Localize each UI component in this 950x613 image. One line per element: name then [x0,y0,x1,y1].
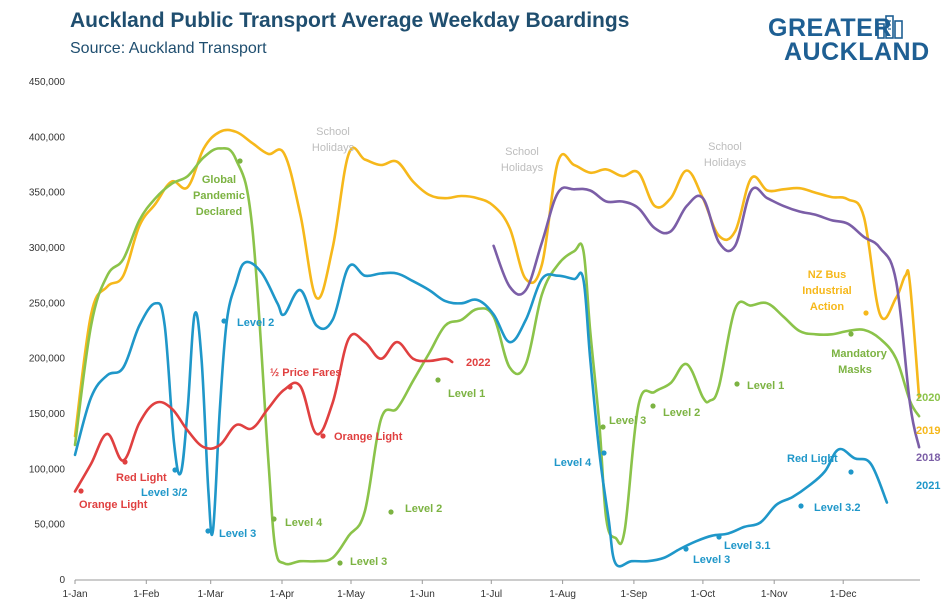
annotation-label: Holidays [312,142,355,154]
annotation-label: ½ Price Fares [270,367,342,379]
logo-line1: GREATER [768,14,892,42]
event-marker [78,488,84,494]
y-tick-label: 450,000 [29,77,66,88]
series-line-2022 [73,332,454,493]
annotation-label: Red Light [787,453,838,465]
annotation-label: Level 3 [350,556,387,568]
y-tick-label: 50,000 [34,520,65,531]
annotation-label: Mandatory [831,348,888,360]
series-label-2021: 2021 [916,480,940,492]
x-tick-label: 1-Oct [691,589,716,600]
series-lines [73,128,921,568]
series-label-2018: 2018 [916,452,940,464]
annotation-label: Level 3 [219,528,256,540]
x-tick-label: 1-May [337,589,365,600]
x-tick-label: 1-Sep [621,589,648,600]
x-tick-label: 1-Jun [410,589,435,600]
chart-subtitle: Source: Auckland Transport [70,40,267,57]
annotation-label: School [316,126,350,138]
y-tick-label: 350,000 [29,188,66,199]
x-tick-label: 1-Jan [62,589,87,600]
y-tick-label: 300,000 [29,243,66,254]
series-label-2020: 2020 [916,392,940,404]
annotation-label: Level 3.1 [724,540,770,552]
annotation-label: Level 3 [609,415,646,427]
annotation-label: Level 2 [237,317,274,329]
event-marker [601,450,607,456]
annotation-label: Level 2 [663,407,700,419]
series-line-2021 [73,260,889,568]
x-tick-label: 1-Mar [198,589,225,600]
series-line-2018 [492,186,921,449]
y-tick-label: 250,000 [29,298,66,309]
annotation-label: Red Light [116,472,167,484]
event-marker [205,528,211,534]
annotation-label: Masks [838,364,872,376]
event-marker [798,503,804,509]
annotation-label: Industrial [802,285,852,297]
annotation-label: Orange Light [334,431,403,443]
x-tick-label: 1-Dec [830,589,857,600]
annotation-label: Level 3.2 [814,502,860,514]
x-tick-label: 1-Apr [270,589,295,600]
event-marker [683,546,689,552]
annotation-label: Holidays [704,157,747,169]
annotation-label: Pandemic [193,190,245,202]
series-label-2022: 2022 [466,357,490,369]
greater-auckland-logo: GREATER AUCKLAND [768,14,938,66]
annotation-label: Orange Light [79,499,148,511]
annotation-label: Level 2 [405,503,442,515]
event-marker [237,158,243,164]
series-labels: 2019 2020 2018 2021 2022 [466,357,940,492]
event-marker [863,310,869,316]
event-marker [848,469,854,475]
y-tick-label: 400,000 [29,132,66,143]
chart-title: Auckland Public Transport Average Weekda… [70,9,630,32]
event-marker [122,459,128,465]
series-label-2019: 2019 [916,425,940,437]
x-tick-label: 1-Nov [761,589,788,600]
annotation-label: Action [810,301,845,313]
y-tick-label: 150,000 [29,409,66,420]
event-marker [600,424,606,430]
y-tick-label: 200,000 [29,354,66,365]
event-marker [716,534,722,540]
event-marker [271,516,277,522]
axes: 0 50,000 100,000 150,000 200,000 250,000 300,0… [29,77,920,600]
annotation-label: Level 4 [285,517,323,529]
x-tick-label: 1-Feb [133,589,160,600]
annotation-label: Level 4 [554,457,592,469]
event-marker [388,509,394,515]
annotation-label: Level 3 [693,554,730,566]
y-tick-label: 100,000 [29,464,66,475]
skyline-icon [877,15,903,39]
annotation-label: Global [202,174,236,186]
event-marker [287,384,293,390]
series-line-2019 [73,128,921,438]
event-marker [172,467,178,473]
logo-line2: AUCKLAND [784,38,930,66]
annotation-label: Holidays [501,162,544,174]
x-tick-label: 1-Aug [549,589,576,600]
annotation-label: Level 3/2 [141,487,187,499]
event-marker [435,377,441,383]
annotation-label: Declared [196,206,242,218]
event-markers [78,158,869,566]
event-marker [221,318,227,324]
annotations: School Holidays School Holidays School Holida… [79,126,888,568]
event-marker [337,560,343,566]
event-marker [320,433,326,439]
annotation-label: Level 1 [448,388,485,400]
event-marker [650,403,656,409]
event-marker [848,331,854,337]
annotation-label: NZ Bus [808,269,847,281]
series-line-2020 [73,147,921,566]
annotation-label: Level 1 [747,380,784,392]
annotation-label: School [505,146,539,158]
y-tick-label: 0 [59,575,65,586]
x-tick-label: 1-Jul [480,589,502,600]
event-marker [734,381,740,387]
annotation-label: School [708,141,742,153]
